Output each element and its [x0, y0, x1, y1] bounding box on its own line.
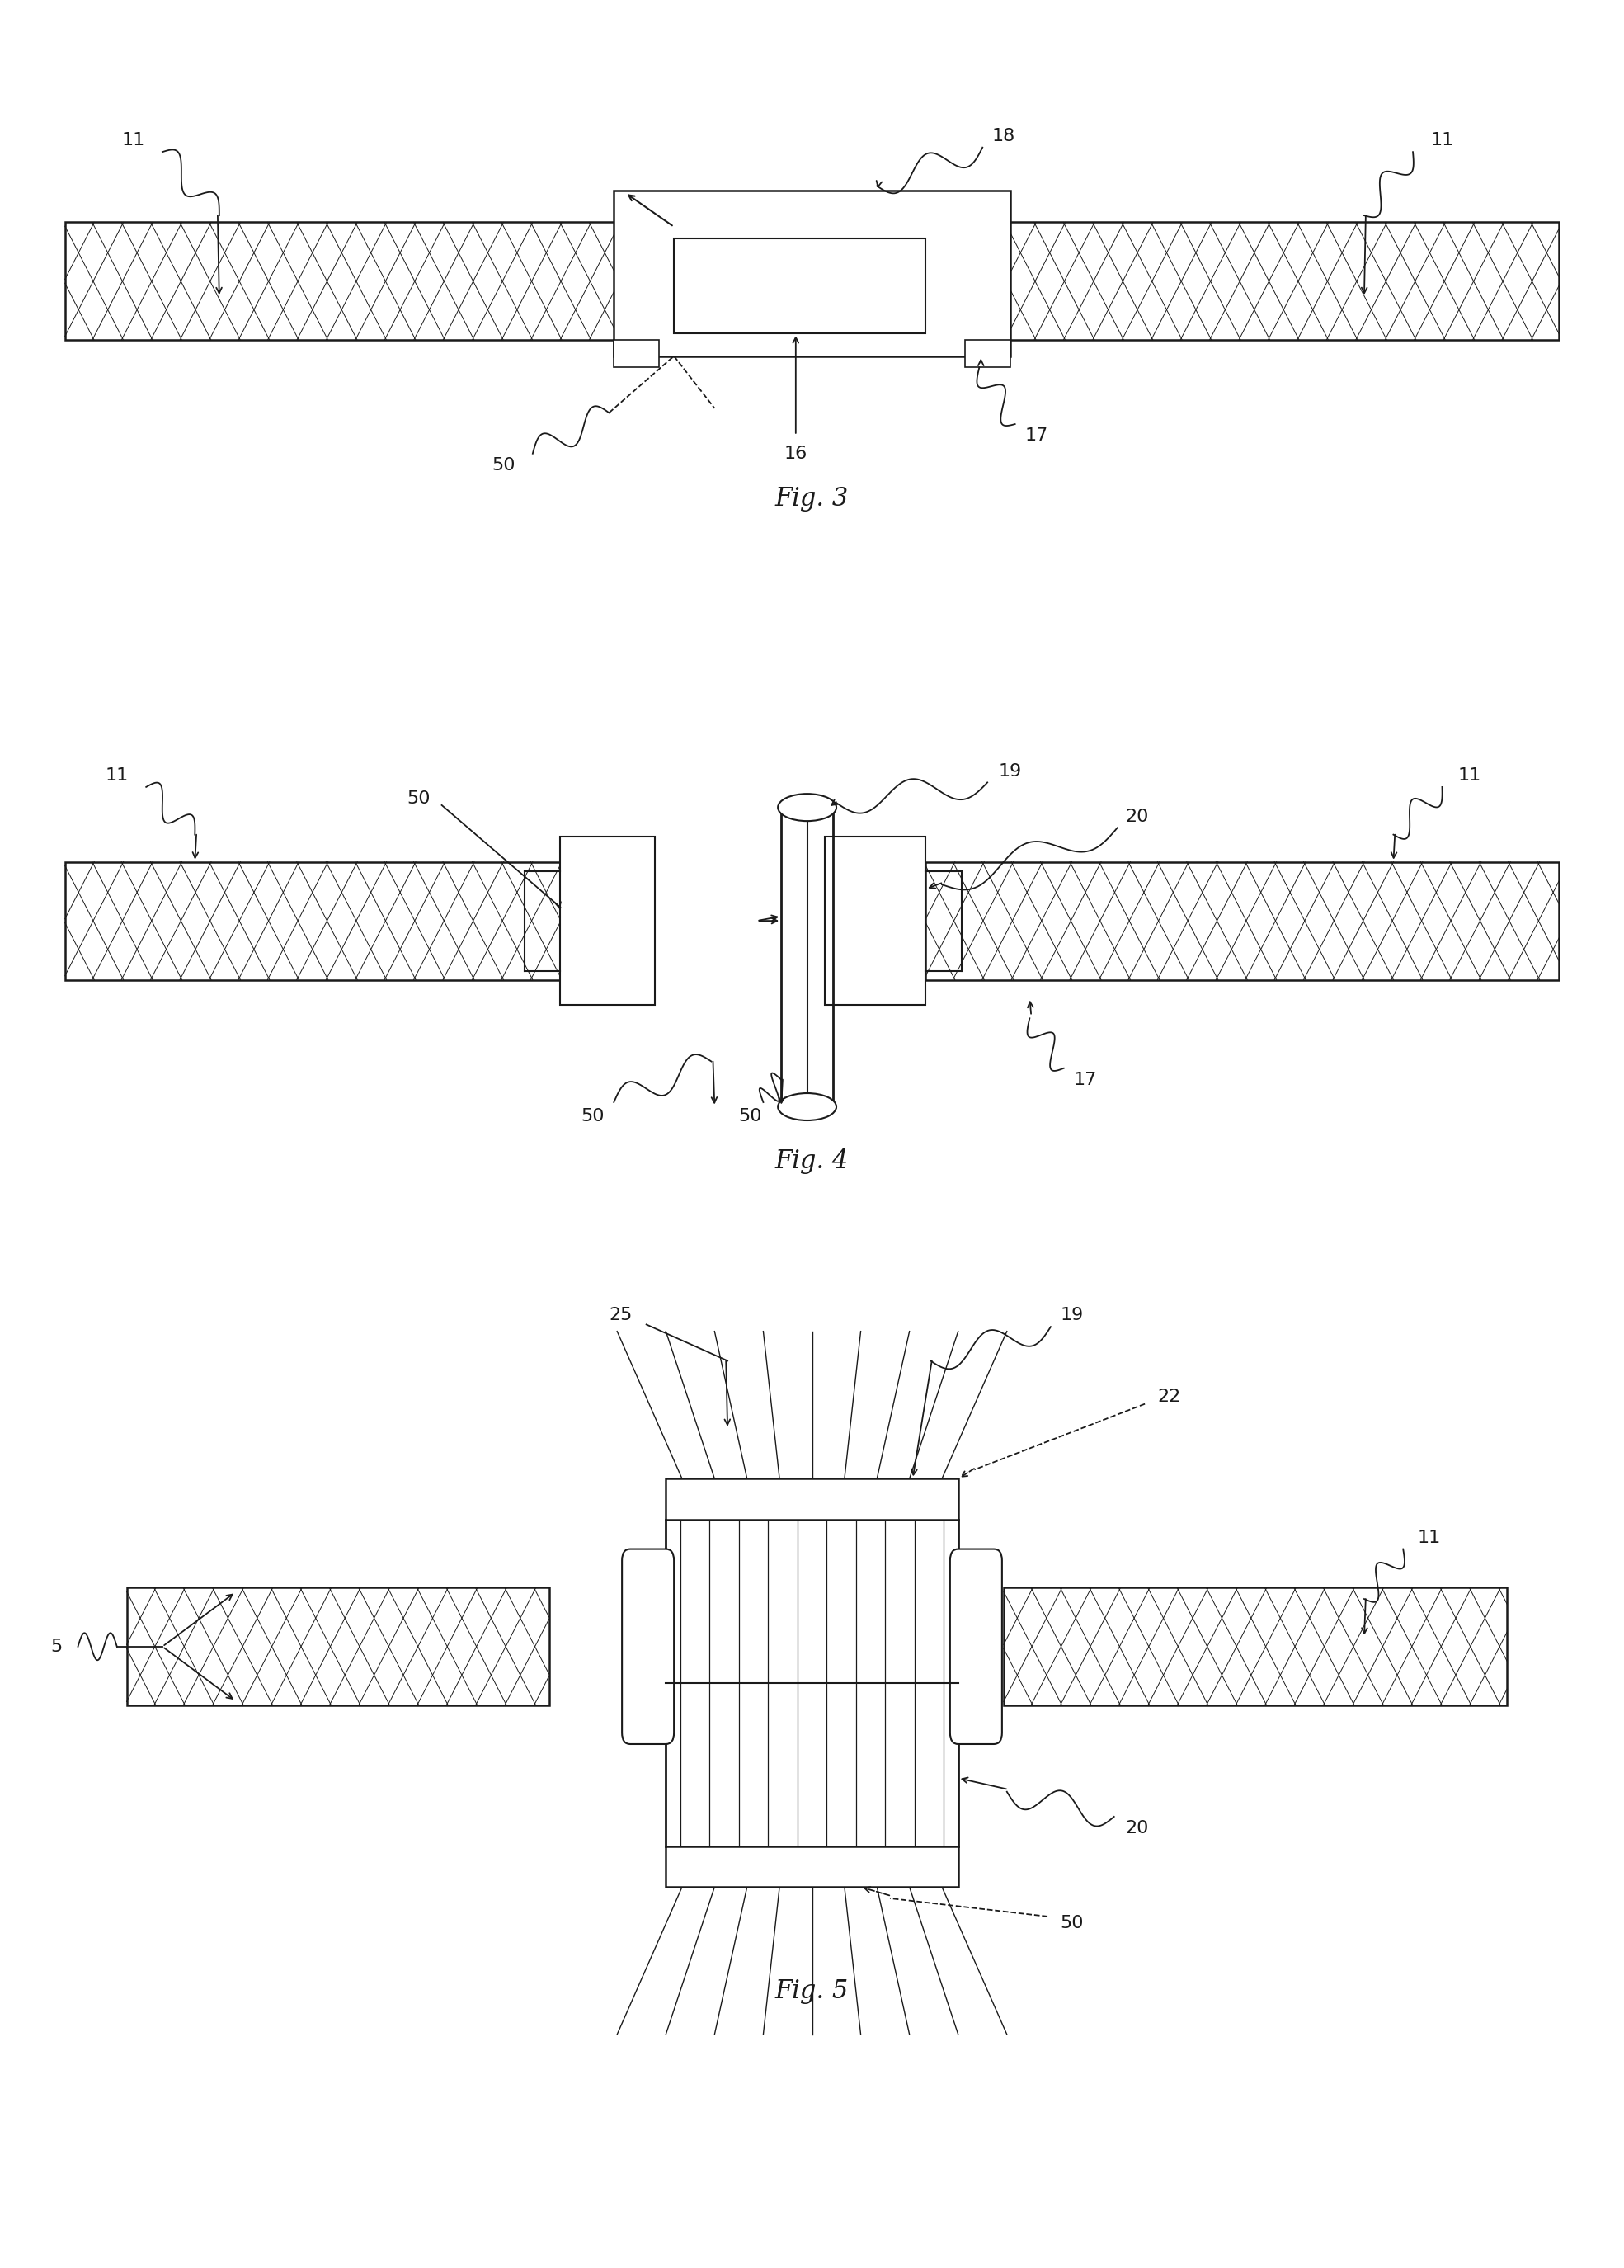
Text: Fig. 4: Fig. 4 — [775, 1148, 849, 1175]
Bar — [127, 1588, 549, 1706]
Text: 11: 11 — [122, 132, 145, 150]
Text: Fig. 3: Fig. 3 — [775, 485, 849, 513]
Bar — [614, 191, 1010, 356]
Text: 11: 11 — [1431, 132, 1453, 150]
Bar — [65, 862, 560, 980]
Text: 50: 50 — [1060, 1914, 1083, 1932]
Text: 17: 17 — [1073, 1070, 1096, 1089]
Text: 11: 11 — [1418, 1529, 1440, 1547]
Bar — [965, 340, 1010, 367]
Bar — [1007, 222, 1559, 340]
Text: 50: 50 — [492, 456, 515, 474]
Ellipse shape — [778, 1093, 836, 1120]
Text: 22: 22 — [1158, 1388, 1181, 1406]
Text: 11: 11 — [106, 767, 128, 785]
Bar — [560, 837, 654, 1005]
Text: 20: 20 — [1125, 1819, 1148, 1837]
Text: 50: 50 — [739, 1107, 762, 1125]
Text: Fig. 5: Fig. 5 — [775, 1978, 849, 2005]
Bar — [1004, 1588, 1507, 1706]
Bar — [65, 222, 617, 340]
Bar — [825, 837, 926, 1005]
Text: 18: 18 — [992, 127, 1015, 145]
Text: 25: 25 — [609, 1306, 632, 1325]
Text: 5: 5 — [50, 1637, 63, 1656]
FancyBboxPatch shape — [950, 1549, 1002, 1744]
Text: 19: 19 — [1060, 1306, 1083, 1325]
Bar — [614, 340, 659, 367]
Text: 50: 50 — [408, 789, 430, 807]
Text: 11: 11 — [1458, 767, 1481, 785]
Bar — [666, 1846, 958, 1887]
Bar — [674, 238, 926, 333]
Text: 50: 50 — [581, 1107, 604, 1125]
Text: 17: 17 — [1025, 426, 1047, 445]
Bar — [666, 1479, 958, 1520]
Text: 20: 20 — [1125, 807, 1148, 826]
Bar — [926, 862, 1559, 980]
FancyBboxPatch shape — [622, 1549, 674, 1744]
Ellipse shape — [778, 794, 836, 821]
Text: 19: 19 — [999, 762, 1021, 780]
Text: 16: 16 — [784, 445, 807, 463]
